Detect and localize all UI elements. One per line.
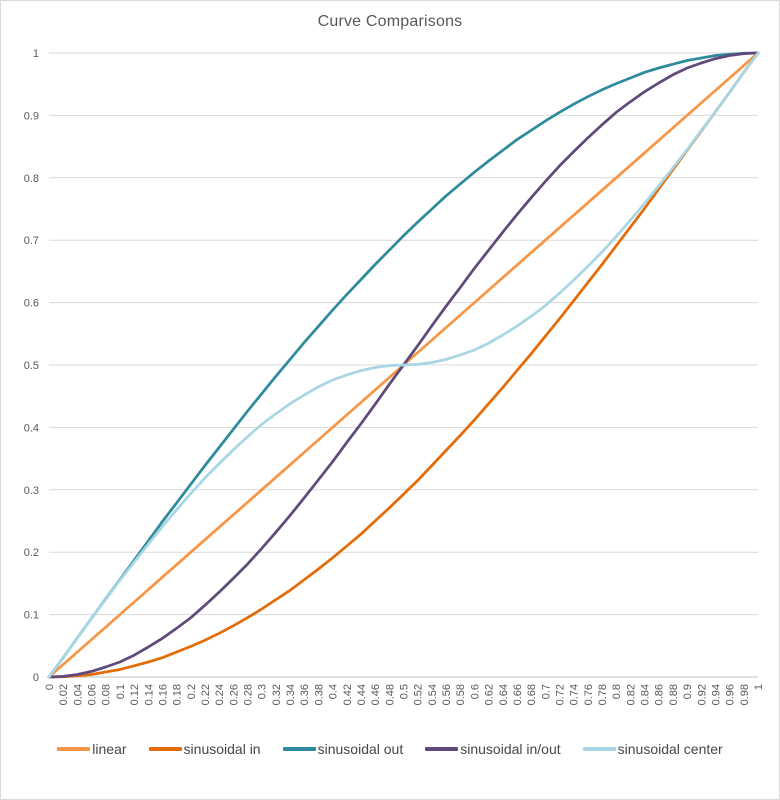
x-axis-tick-label: 0.34 [285, 684, 297, 705]
x-axis-tick-label: 0.64 [498, 684, 510, 705]
x-axis-tick-label: 0.06 [87, 684, 99, 705]
x-axis-tick-label: 0.88 [668, 684, 680, 705]
y-axis-tick-label: 0.9 [24, 110, 39, 122]
x-axis-tick-label: 0.54 [427, 684, 439, 705]
legend-swatch-sinusoidal-in-out [425, 747, 459, 751]
x-axis-tick-label: 0.28 [243, 684, 255, 705]
legend-swatch-sinusoidal-out [282, 747, 316, 751]
x-axis-tick-label: 0.3 [257, 684, 269, 699]
x-axis-tick-label: 0.86 [654, 684, 666, 705]
x-axis-tick-label: 0.12 [129, 684, 141, 705]
x-axis-tick-label: 0.6 [469, 684, 481, 699]
x-axis-tick-label: 0.1 [115, 684, 127, 699]
legend-swatch-sinusoidal-in [148, 747, 182, 751]
legend-swatch-linear [57, 747, 91, 751]
x-axis-tick-label: 0.38 [313, 684, 325, 705]
y-axis-tick-label: 0.3 [24, 485, 39, 497]
x-axis-tick-label: 0 [44, 684, 56, 690]
y-axis-tick-label: 0 [33, 672, 39, 684]
x-axis-tick-label: 0.18 [172, 684, 184, 705]
x-axis-tick-label: 0.02 [58, 684, 70, 705]
y-axis-tick-label: 0.1 [24, 610, 39, 622]
x-axis-tick-label: 0.96 [725, 684, 737, 705]
y-axis-tick-label: 1 [33, 48, 39, 60]
x-axis-tick-label: 0.56 [441, 684, 453, 705]
x-axis-tick-label: 0.72 [554, 684, 566, 705]
x-axis-tick-label: 0.9 [682, 684, 694, 699]
legend-label: sinusoidal center [617, 741, 723, 757]
y-axis-tick-label: 0.7 [24, 235, 39, 247]
x-axis-tick-label: 0.04 [72, 684, 84, 705]
x-axis-tick-label: 0.82 [625, 684, 637, 705]
y-axis-tick-label: 0.8 [24, 173, 39, 185]
y-axis-tick-label: 0.5 [24, 360, 39, 372]
x-axis-tick-label: 0.68 [526, 684, 538, 705]
x-axis-tick-label: 1 [753, 684, 765, 690]
legend-item-sinusoidal-out[interactable]: sinusoidal out [282, 741, 404, 757]
y-axis-tick-label: 0.6 [24, 298, 39, 310]
legend-item-linear[interactable]: linear [57, 741, 127, 757]
x-axis-tick-label: 0.32 [271, 684, 283, 705]
legend-swatch-sinusoidal-center [582, 747, 616, 751]
x-axis-tick-label: 0.36 [299, 684, 311, 705]
x-axis-tick-label: 0.66 [512, 684, 524, 705]
x-axis-tick-label: 0.48 [384, 684, 396, 705]
chart-title: Curve Comparisons [317, 13, 463, 30]
x-axis-tick-label: 0.92 [696, 684, 708, 705]
x-axis-tick-label: 0.26 [228, 684, 240, 705]
x-axis-tick-label: 0.14 [143, 684, 155, 705]
series-line-sinusoidal-in[interactable] [47, 51, 760, 679]
legend-item-sinusoidal-center[interactable]: sinusoidal center [582, 741, 723, 757]
x-axis-tick-label: 0.24 [214, 684, 226, 705]
x-axis-tick-label: 0.74 [569, 684, 581, 705]
x-axis-tick-label: 0.22 [200, 684, 212, 705]
x-axis-tick-label: 0.78 [597, 684, 609, 705]
x-axis-tick-label: 0.62 [484, 684, 496, 705]
x-axis-tick-label: 0.94 [710, 684, 722, 705]
x-axis-tick-label: 0.16 [157, 684, 169, 705]
series-line-sinusoidal-out[interactable] [47, 51, 760, 679]
legend-label: linear [92, 741, 127, 757]
x-axis-tick-label: 0.98 [739, 684, 751, 705]
x-axis-tick-label: 0.76 [583, 684, 595, 705]
x-axis-tick-label: 0.08 [101, 684, 113, 705]
x-axis-tick-label: 0.5 [399, 684, 411, 699]
legend-label: sinusoidal in [183, 741, 261, 757]
legend-item-sinusoidal-in[interactable]: sinusoidal in [148, 741, 261, 757]
legend-label: sinusoidal out [317, 741, 404, 757]
x-axis-tick-label: 0.7 [540, 684, 552, 699]
series-line-sinusoidal-center[interactable] [47, 51, 760, 679]
x-axis-tick-label: 0.46 [370, 684, 382, 705]
x-axis-tick-label: 0.52 [413, 684, 425, 705]
x-axis-tick-label: 0.2 [186, 684, 198, 699]
x-axis-tick-label: 0.84 [640, 684, 652, 705]
legend: linear sinusoidal in sinusoidal out sinusoi… [1, 737, 779, 761]
y-axis-tick-label: 0.4 [24, 422, 39, 434]
x-axis-tick-label: 0.4 [328, 684, 340, 699]
x-axis-tick-label: 0.58 [455, 684, 467, 705]
legend-label: sinusoidal in/out [460, 741, 561, 757]
x-axis-tick-label: 0.8 [611, 684, 623, 699]
x-axis-tick-label: 0.42 [342, 684, 354, 705]
x-axis-tick-label: 0.44 [356, 684, 368, 705]
legend-item-sinusoidal-in-out[interactable]: sinusoidal in/out [425, 741, 561, 757]
y-axis-tick-label: 0.2 [24, 547, 39, 559]
